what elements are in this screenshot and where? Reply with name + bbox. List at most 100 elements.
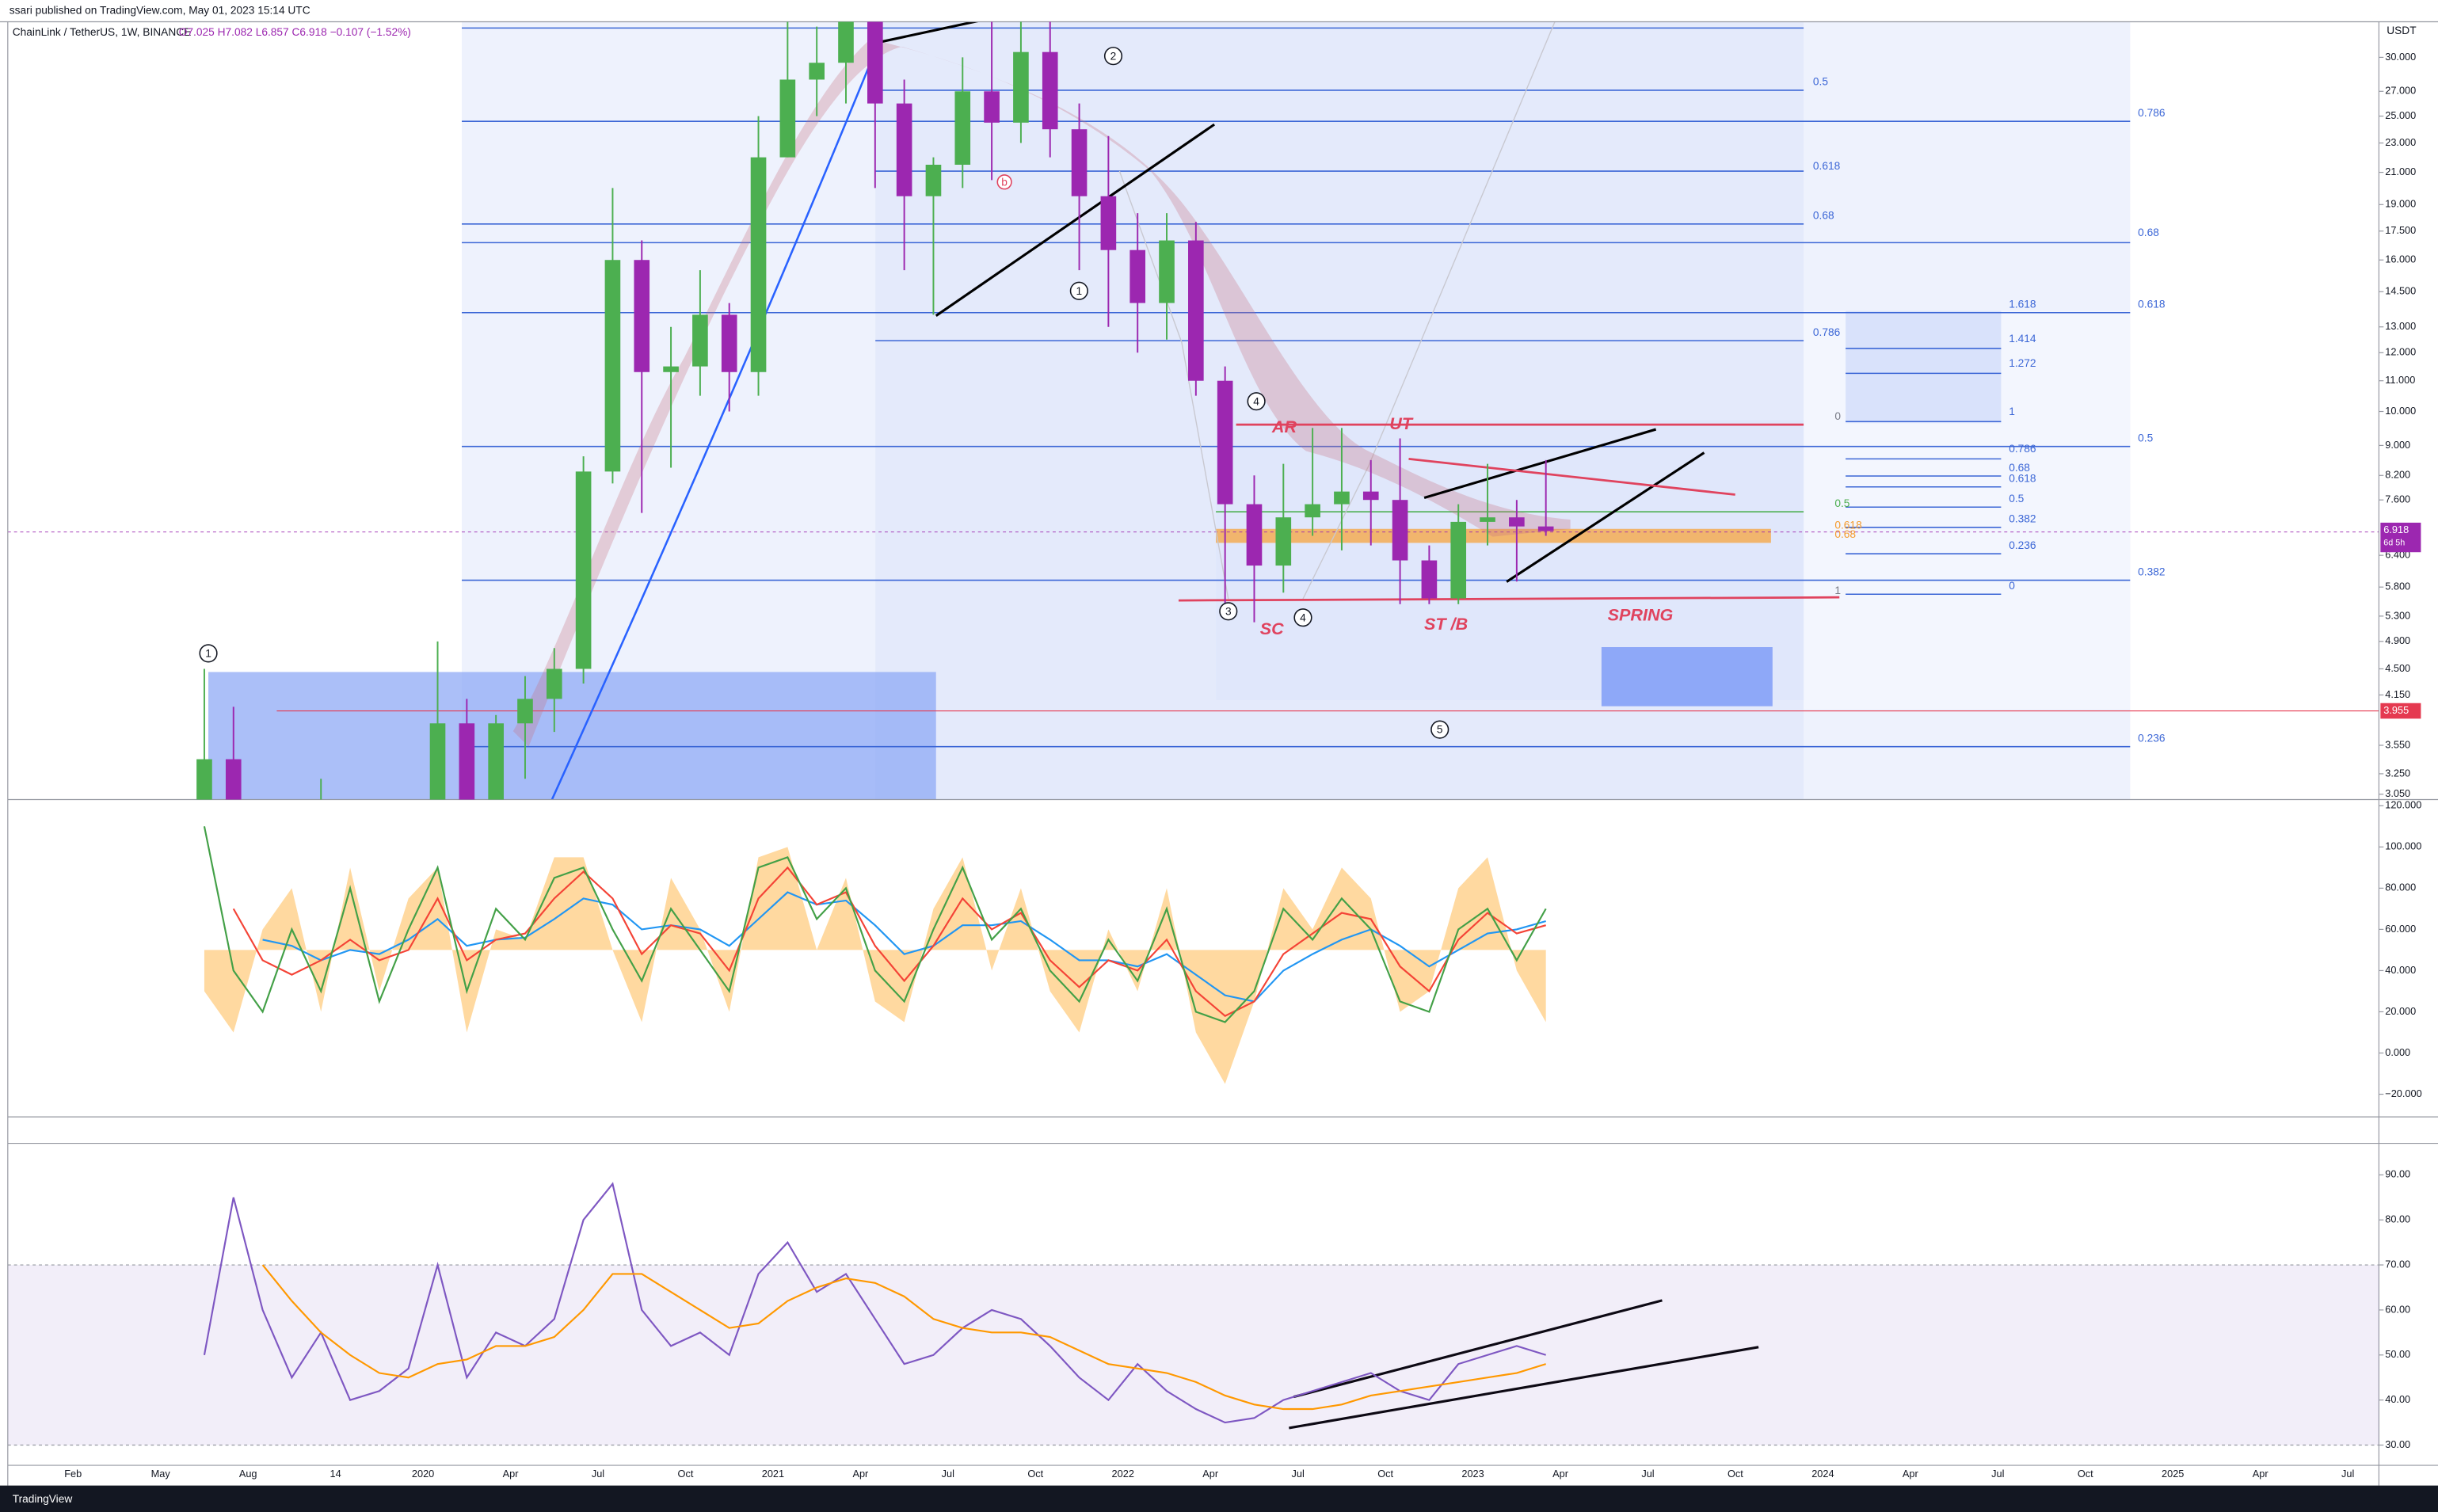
projection xyxy=(1118,21,1556,600)
x-tick-label: Aug xyxy=(239,1468,257,1480)
y-tick-label: 23.000 xyxy=(2385,136,2416,148)
y-tick-label: 120.000 xyxy=(2385,799,2421,811)
fib-label: 1.618 xyxy=(2009,299,2036,310)
fib-lines xyxy=(462,27,2131,748)
publisher: ssari published on TradingView.com, May … xyxy=(10,4,310,16)
x-tick-label: 2021 xyxy=(762,1468,784,1480)
x-tick-label: Oct xyxy=(1027,1468,1043,1480)
wave-label: 3 xyxy=(1225,605,1232,617)
candle-body xyxy=(1100,196,1117,250)
y-tick-label: 3.050 xyxy=(2385,787,2410,799)
rsi-drawings xyxy=(1289,1299,1759,1430)
pane-2 xyxy=(7,1182,2379,1446)
candle-body xyxy=(1246,504,1263,566)
y-tick-label: 21.000 xyxy=(2385,166,2416,177)
x-tick-label: 2022 xyxy=(1112,1468,1134,1480)
candle-body xyxy=(750,157,767,372)
fib-label: 0.5 xyxy=(1834,497,1849,509)
candle-body xyxy=(663,366,679,372)
y-tick-label: 5.800 xyxy=(2385,581,2410,592)
wave-circle xyxy=(1247,392,1266,411)
candle-body xyxy=(488,723,504,800)
wave-circle xyxy=(1069,281,1088,300)
wave-label: 5 xyxy=(1437,724,1443,736)
fib-label: 0.68 xyxy=(1834,528,1856,540)
candle-body xyxy=(984,91,1000,123)
fib-shade xyxy=(1846,310,2002,424)
x-tick-label: Jul xyxy=(2341,1468,2354,1480)
y-tick-label: 3.550 xyxy=(2385,738,2410,750)
price-tag-countdown: 6d 5h xyxy=(2383,538,2405,547)
y-tick-label: 25.000 xyxy=(2385,109,2416,121)
y-tick-label: 40.000 xyxy=(2385,964,2416,976)
candle-body xyxy=(196,759,212,800)
currency: USDT xyxy=(2387,25,2417,36)
wave-circle xyxy=(199,644,218,663)
x-tick-label: Apr xyxy=(2253,1468,2269,1480)
candle-body xyxy=(1392,500,1408,561)
wave-circle xyxy=(1293,608,1312,627)
fib-label: 0.5 xyxy=(2009,493,2024,505)
candle-body xyxy=(721,314,737,372)
candle-body xyxy=(634,260,650,372)
y-tick-label: 7.600 xyxy=(2385,493,2410,505)
candle-body xyxy=(225,759,242,800)
pane-0 xyxy=(196,21,1554,800)
y-tick-label: 60.00 xyxy=(2385,1303,2410,1315)
candle-body xyxy=(1071,129,1088,196)
y-tick-label: 17.500 xyxy=(2385,224,2416,236)
zone xyxy=(1216,528,1771,543)
fib-label: 0.68 xyxy=(2138,227,2159,238)
fib-label: 0.786 xyxy=(2138,107,2166,119)
y-tick-label: 27.000 xyxy=(2385,85,2416,97)
candle-body xyxy=(517,699,533,724)
y-tick-label: 60.000 xyxy=(2385,923,2416,935)
y-tick-label: 4.500 xyxy=(2385,662,2410,674)
y-tick-label: −20.000 xyxy=(2385,1087,2421,1099)
fib-label: 0.236 xyxy=(2009,539,2036,551)
x-tick-label: Feb xyxy=(64,1468,82,1480)
annotation: SC xyxy=(1260,619,1284,638)
x-tick-label: 2025 xyxy=(2162,1468,2184,1480)
candle-body xyxy=(692,314,708,367)
y-tick-label: 8.200 xyxy=(2385,469,2410,481)
x-tick-label: 2020 xyxy=(412,1468,434,1480)
fib-label: 0.5 xyxy=(2138,432,2153,444)
candle-body xyxy=(809,63,825,80)
x-tick-label: 14 xyxy=(330,1468,341,1480)
fib-label: 0.786 xyxy=(1813,326,1841,338)
y-tick-label: 4.900 xyxy=(2385,634,2410,646)
x-tick-label: Oct xyxy=(2078,1468,2093,1480)
wave-circle xyxy=(996,174,1012,190)
fib-label: 0.618 xyxy=(1834,519,1862,531)
candle-body xyxy=(925,164,942,196)
y-tick-label: 30.000 xyxy=(2385,51,2416,63)
fib-label: 0.618 xyxy=(2138,299,2166,310)
y-tick-label: 70.00 xyxy=(2385,1258,2410,1270)
fib-label: 1 xyxy=(1834,585,1841,596)
wave-label: 2 xyxy=(1110,50,1117,62)
candle-body xyxy=(1537,526,1554,531)
annotation: SPRING xyxy=(1608,604,1674,624)
annotation: AR xyxy=(1271,417,1297,436)
footer-logo: TradingView xyxy=(13,1493,73,1505)
footer-bar xyxy=(0,1485,2438,1512)
line-series xyxy=(262,891,1546,1003)
x-tick-label: Jul xyxy=(1641,1468,1654,1480)
annotation: UT xyxy=(1389,413,1414,433)
fib-label: 0.5 xyxy=(1813,76,1828,88)
x-tick-label: Jul xyxy=(1991,1468,2004,1480)
candle-body xyxy=(1042,51,1058,130)
x-tick-label: Oct xyxy=(1377,1468,1393,1480)
x-tick-label: Oct xyxy=(1728,1468,1743,1480)
fib-label: 0.382 xyxy=(2009,513,2036,525)
wave-label: 4 xyxy=(1300,611,1306,623)
fib-label: 0.68 xyxy=(1813,210,1834,222)
drawings xyxy=(7,21,2379,800)
candle-body xyxy=(1159,240,1175,303)
pane-borders xyxy=(0,21,2438,1486)
candle-body xyxy=(604,260,621,472)
y-tick-label: 30.00 xyxy=(2385,1438,2410,1450)
curve xyxy=(550,62,872,800)
